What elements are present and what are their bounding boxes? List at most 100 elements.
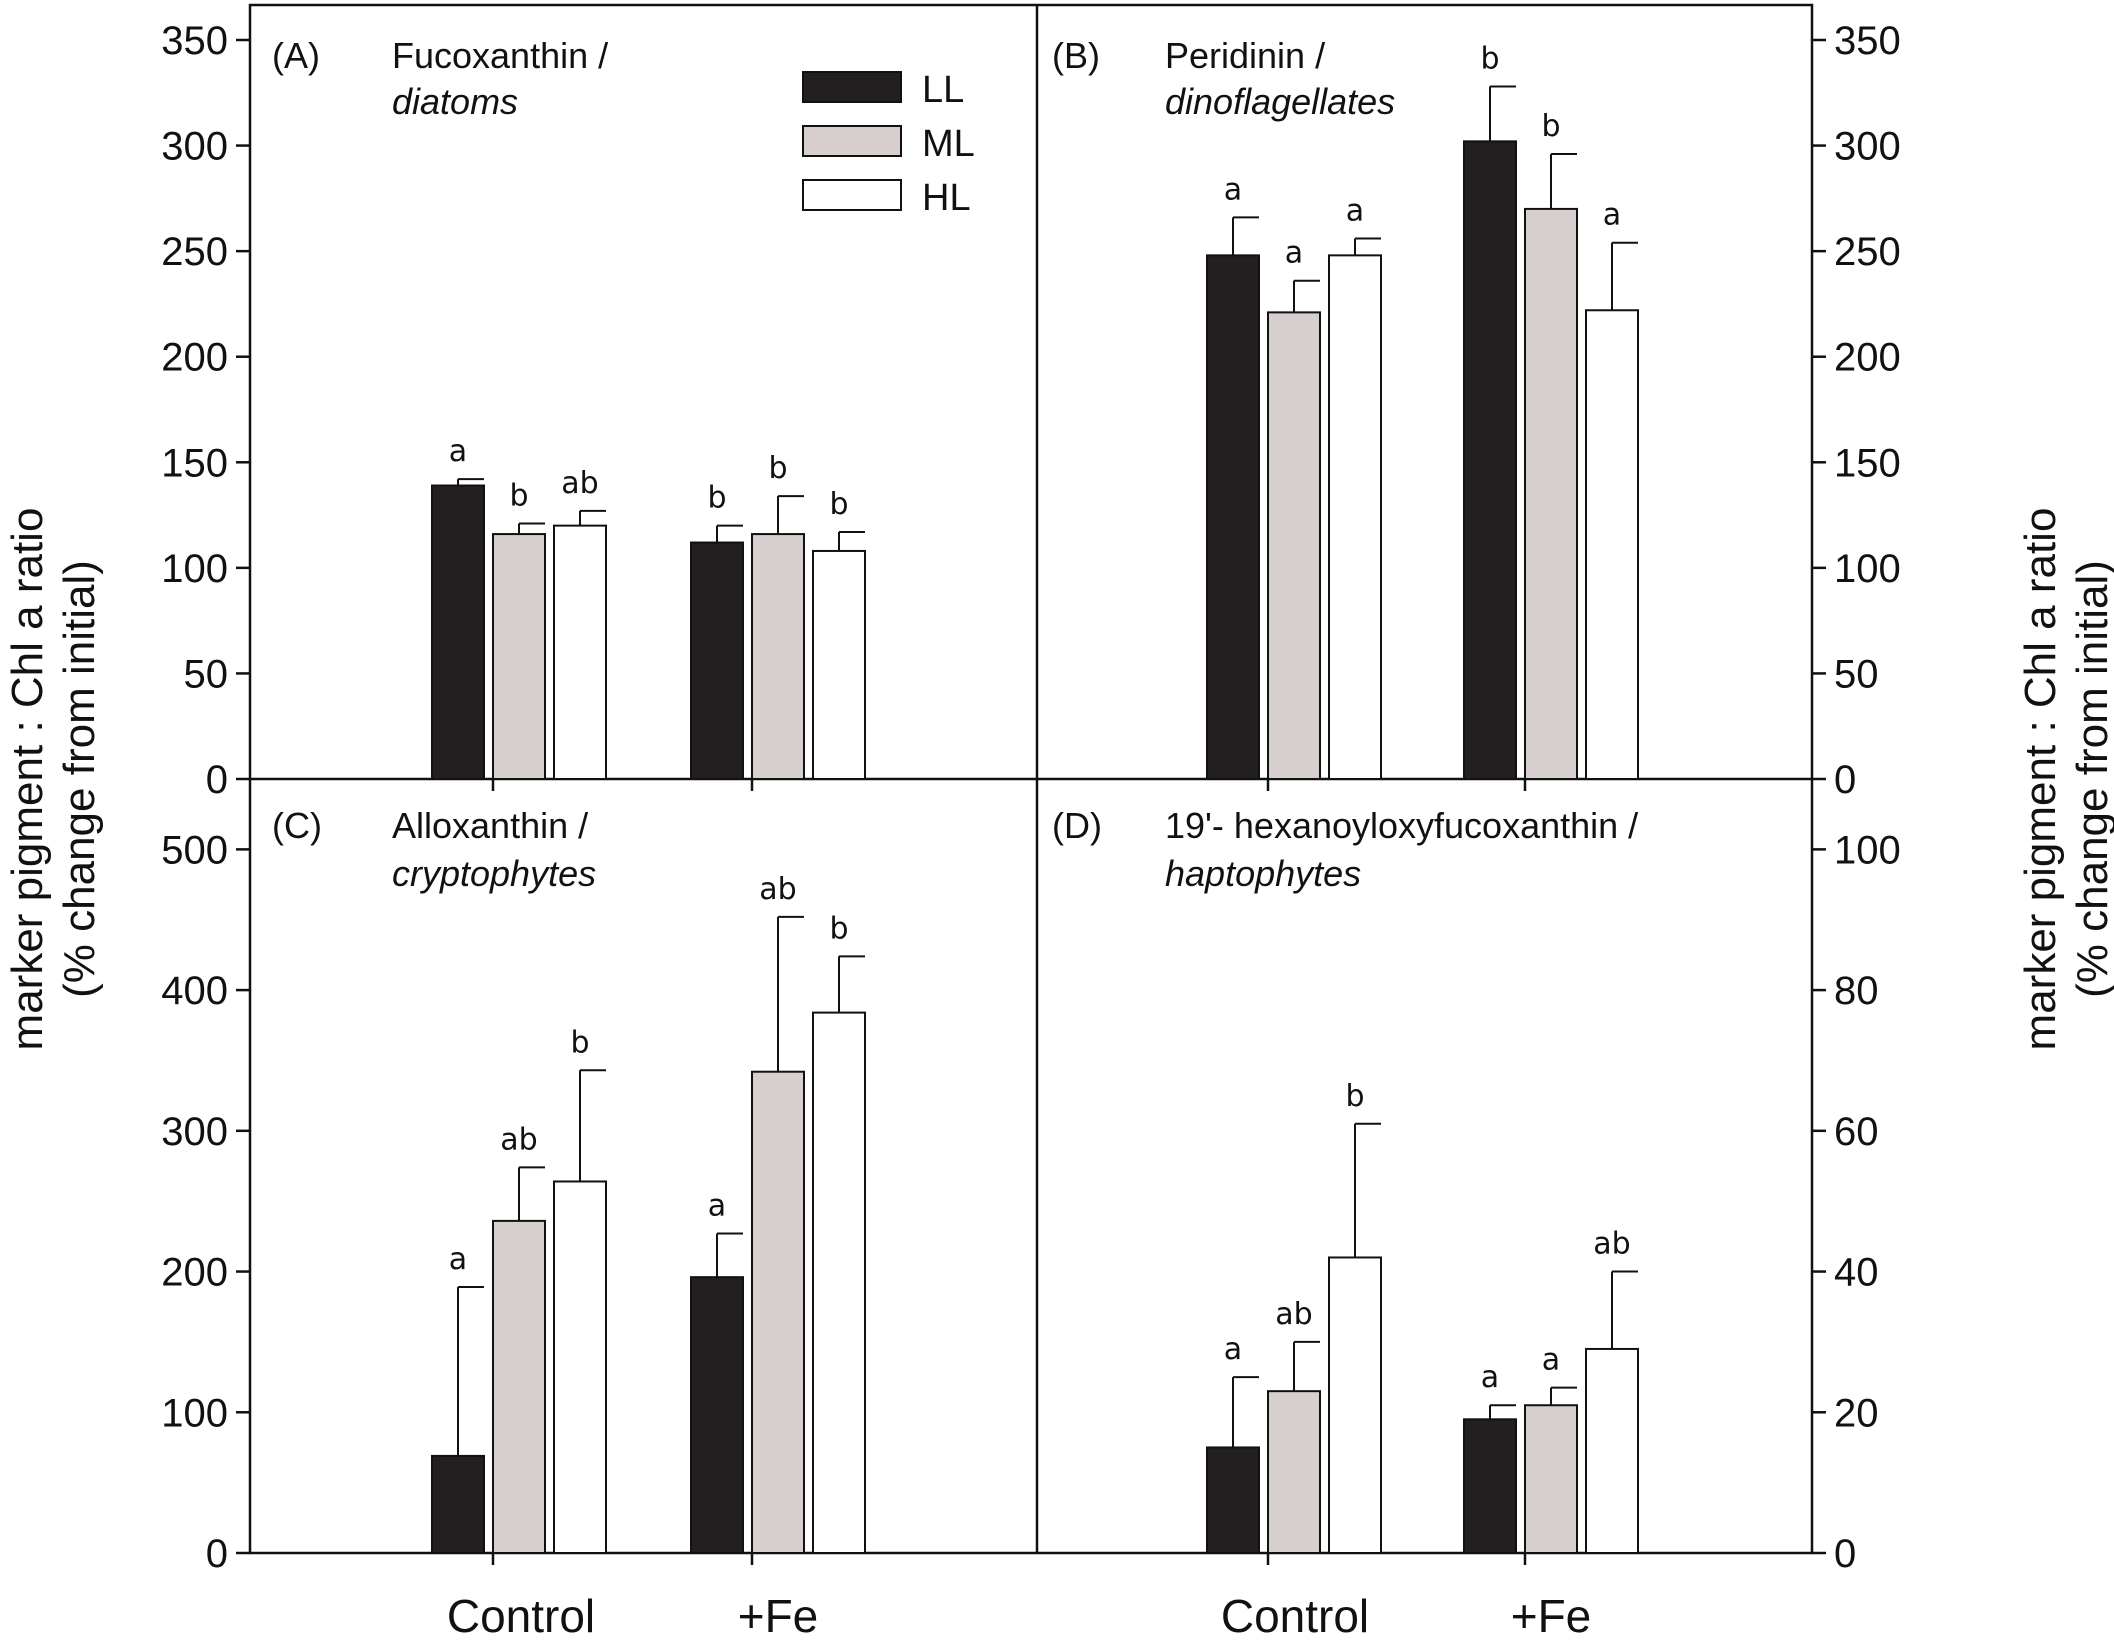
y-axis-label-right: marker pigment : Chl a ratio (% change f… <box>2016 508 2114 1051</box>
significance-letter: a <box>1542 1343 1560 1378</box>
panel-a-subtitle: diatoms <box>392 81 518 122</box>
y-tick-label: 500 <box>161 828 228 872</box>
bar-b-ll-0 <box>1206 254 1260 780</box>
panel-c-title: Alloxanthin / <box>392 805 588 846</box>
y-axis-label-right-line1: marker pigment : Chl a ratio <box>2016 508 2065 1051</box>
bar-a-ll-1 <box>690 541 744 781</box>
bar-c-ml-0 <box>492 1219 546 1555</box>
y-tick-label: 150 <box>161 441 228 485</box>
bar-d-hl-1 <box>1585 1347 1639 1554</box>
significance-letter: b <box>1541 109 1560 144</box>
bar-a-hl-1 <box>812 549 866 780</box>
panel-c-label: (C) <box>272 805 322 846</box>
significance-letter: a <box>1285 236 1303 271</box>
significance-letter: b <box>768 451 787 486</box>
panel-c: (C) Alloxanthin / cryptophytes 0 100 200 300 40… <box>161 805 866 1576</box>
panel-d: (D) 19'- hexanoyloxyfucoxanthin / haptophy… <box>1052 805 1901 1576</box>
bar-a-hl-0 <box>553 524 607 781</box>
y-tick-label: 300 <box>161 125 228 169</box>
y-tick-label: 100 <box>1834 547 1901 591</box>
bar-c-ll-0 <box>431 1454 485 1555</box>
significance-letter: ab <box>500 1122 537 1157</box>
bar-b-ll-1 <box>1463 140 1517 780</box>
x-category-control-left: Control <box>447 1590 595 1640</box>
significance-letter: b <box>1345 1079 1364 1114</box>
y-tick-label: 200 <box>161 336 228 380</box>
significance-letter: a <box>1224 1332 1242 1367</box>
legend-swatch-ll <box>802 71 902 103</box>
y-tick-label: 100 <box>161 547 228 591</box>
y-tick-label: 100 <box>1834 828 1901 872</box>
bar-b-ml-1 <box>1524 207 1578 780</box>
bar-c-ll-1 <box>690 1276 744 1554</box>
y-tick-label: 350 <box>161 19 228 63</box>
significance-letter: b <box>509 479 528 514</box>
bar-d-ml-1 <box>1524 1404 1578 1554</box>
significance-letter: b <box>570 1025 589 1060</box>
x-category-fe-right: +Fe <box>1511 1590 1592 1640</box>
significance-letter: ab <box>561 466 598 501</box>
x-category-control-right: Control <box>1221 1590 1369 1640</box>
y-tick-label: 100 <box>161 1391 228 1435</box>
y-tick-label: 60 <box>1834 1110 1879 1154</box>
x-category-fe-left: +Fe <box>738 1590 819 1640</box>
y-tick-label: 300 <box>161 1110 228 1154</box>
bar-a-ml-0 <box>492 533 546 780</box>
panel-b-subtitle: dinoflagellates <box>1165 81 1395 122</box>
panel-a-label: (A) <box>272 35 320 76</box>
bar-d-hl-0 <box>1328 1256 1382 1555</box>
legend-label-ll: LL <box>922 69 964 111</box>
significance-letter: a <box>1481 1360 1499 1395</box>
significance-letter: a <box>449 1242 467 1277</box>
significance-letter: ab <box>1275 1297 1312 1332</box>
bar-b-hl-0 <box>1328 254 1382 780</box>
panel-d-title: 19'- hexanoyloxyfucoxanthin / <box>1165 805 1638 846</box>
y-tick-label: 0 <box>206 758 228 802</box>
y-tick-label: 50 <box>1834 652 1879 696</box>
y-tick-label: 150 <box>1834 441 1901 485</box>
panel-a: (A) Fucoxanthin / diatoms 0 50 100 150 200 250 30… <box>161 19 866 802</box>
significance-letter: a <box>1603 198 1621 233</box>
y-tick-label: 40 <box>1834 1251 1879 1295</box>
significance-letter: a <box>1346 193 1364 228</box>
legend-label-ml: ML <box>922 123 975 165</box>
y-tick-label: 0 <box>1834 1532 1856 1576</box>
legend-swatch-ml <box>802 125 902 157</box>
significance-letter: ab <box>759 872 796 907</box>
bar-a-ll-0 <box>431 484 485 780</box>
bar-d-ll-1 <box>1463 1418 1517 1554</box>
y-axis-label-right-line2: (% change from initial) <box>2068 560 2114 998</box>
significance-letter: b <box>1480 41 1499 76</box>
significance-letter: ab <box>1593 1227 1630 1262</box>
y-tick-label: 250 <box>161 230 228 274</box>
y-tick-label: 400 <box>161 969 228 1013</box>
y-axis-label-left: marker pigment : Chl a ratio (% change f… <box>3 508 104 1051</box>
significance-letter: a <box>1224 172 1242 207</box>
panel-d-label: (D) <box>1052 805 1102 846</box>
significance-letter: a <box>449 434 467 469</box>
panel-c-subtitle: cryptophytes <box>392 853 596 894</box>
panel-a-title: Fucoxanthin / <box>392 35 608 76</box>
y-tick-label: 350 <box>1834 19 1901 63</box>
y-tick-label: 250 <box>1834 230 1901 274</box>
panel-d-subtitle: haptophytes <box>1165 853 1361 894</box>
legend-swatch-hl <box>802 179 902 211</box>
bar-c-ml-1 <box>751 1070 805 1555</box>
y-tick-label: 50 <box>184 652 229 696</box>
panel-b-title: Peridinin / <box>1165 35 1325 76</box>
legend-label-hl: HL <box>922 177 971 219</box>
y-tick-label: 20 <box>1834 1391 1879 1435</box>
y-tick-label: 200 <box>161 1251 228 1295</box>
y-axis-label-left-line1: marker pigment : Chl a ratio <box>3 508 52 1051</box>
bar-b-ml-0 <box>1267 311 1321 780</box>
y-tick-label: 0 <box>1834 758 1856 802</box>
bar-c-hl-0 <box>553 1180 607 1554</box>
significance-letter: b <box>707 481 726 516</box>
bar-d-ll-0 <box>1206 1446 1260 1555</box>
panel-b: (B) Peridinin / dinoflagellates 0 50 100 150 20… <box>1052 19 1901 802</box>
bar-b-hl-1 <box>1585 309 1639 780</box>
significance-letter: b <box>829 911 848 946</box>
bar-c-hl-1 <box>812 1011 866 1554</box>
y-tick-label: 80 <box>1834 969 1879 1013</box>
y-axis-label-left-line2: (% change from initial) <box>55 560 104 998</box>
